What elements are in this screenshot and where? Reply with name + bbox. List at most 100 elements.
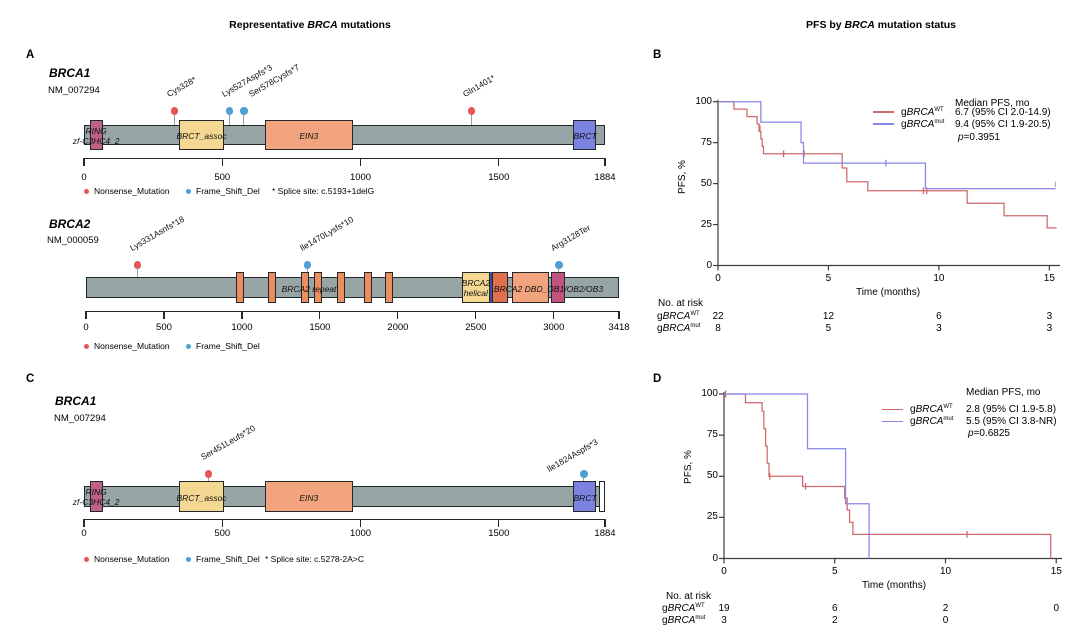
lollipop-dot-Lys527Aspfs*3 (225, 107, 234, 115)
left-column-title: Representative BRCA mutations (229, 19, 391, 31)
protein-axis-tick (604, 518, 606, 527)
km-risk-count: 6 (936, 310, 942, 322)
domain-box-RING (89, 120, 104, 150)
km-legend-swatch (873, 111, 894, 113)
km-x-tick-label: 5 (831, 565, 838, 577)
km-curve-WT (718, 101, 1057, 229)
km-xlabel-B: Time (months) (855, 287, 921, 298)
km-x-tick-label: 0 (715, 272, 721, 284)
km-curve-mut (718, 101, 1056, 190)
km-legend-swatch (873, 123, 894, 125)
km-risk-count: 3 (1046, 323, 1053, 334)
series-prefix: g (662, 603, 668, 614)
protein-axis-tick-label: 500 (214, 172, 231, 183)
protein-axis-tick-label: 1884 (594, 528, 616, 539)
domain-label: BRCA2 repeat (281, 283, 337, 294)
domain-box-BRCT (573, 120, 596, 150)
lollipop-stick (470, 111, 472, 125)
km-legend-series-label: gBRCAmut (910, 416, 953, 427)
title-text-post: mutation status (874, 19, 956, 31)
pvalue-p-italic: p (968, 427, 974, 439)
lollipop-dot-Ser451Leufs*20 (204, 470, 213, 478)
legend-label-Nonsense_Mutation: Nonsense_Mutation (94, 186, 170, 196)
domain-label: BRCA2 DBD_OB1/OB2/OB3 (493, 283, 604, 294)
domain-label: RING (85, 125, 107, 136)
title-gene-italic: BRCA (307, 19, 338, 31)
domain-box-blank (551, 272, 566, 303)
protein-axis-tick-label: 1000 (231, 322, 253, 333)
km-curve-mut (724, 393, 870, 559)
title-text-pre: PFS by (806, 19, 845, 31)
legend-label-Nonsense_Mutation: Nonsense_Mutation (94, 554, 170, 564)
km-x-tick-label: 10 (939, 565, 952, 577)
km-y-tick-label: 100 (695, 95, 712, 107)
lollipop-dot-Arg3128Ter (555, 261, 563, 269)
km-risk-header-B: No. at risk (658, 297, 704, 309)
protein-axis-tick-label: 1500 (488, 172, 510, 183)
series-gene-italic: BRCA (662, 310, 691, 322)
km-legend-series-label: gBRCAmut (901, 119, 944, 130)
km-risk-count: 6 (831, 603, 838, 614)
protein-axis-tick-label: 1884 (594, 172, 616, 183)
protein-axis-tick (83, 518, 85, 527)
protein-axis-tick (498, 158, 500, 166)
protein-axis-tick (475, 310, 477, 319)
series-gene-italic: BRCA (662, 323, 691, 334)
km-risk-count: 0 (942, 615, 949, 626)
series-gene-italic: BRCA (667, 615, 696, 626)
domain-box-BRCA2 repeat (384, 272, 393, 303)
series-prefix: g (662, 615, 668, 626)
domain-box-BRCT_assoc (179, 120, 224, 150)
protein-axis-tick (397, 310, 399, 319)
domain-label: zf-C3HC4_2 (72, 497, 120, 507)
protein-axis-tick-label: 1500 (309, 322, 331, 333)
km-y-tick-label: 50 (706, 470, 718, 482)
km-risk-count: 2 (942, 603, 949, 614)
series-gene-italic: BRCA (667, 603, 696, 614)
km-y-tick-label: 25 (700, 218, 712, 230)
panel-letter-C: C (26, 373, 35, 385)
km-risk-row-label: gBRCAmut (662, 615, 705, 626)
km-legend-median-value: 5.5 (95% CI 3.8-NR) (966, 416, 1057, 427)
protein-axis-tick (553, 310, 555, 319)
splice-note-A1: * Splice site: c.5193+1delG (272, 186, 375, 196)
protein-axis-C (84, 518, 605, 520)
legend-dot-Nonsense_Mutation (83, 557, 89, 562)
protein-axis-tick-label: 0 (83, 322, 89, 333)
transcript-C: NM_007294 (54, 413, 106, 424)
km-risk-count: 19 (718, 603, 730, 614)
domain-label: BRCT_assoc (176, 131, 227, 141)
km-legend-series-label: gBRCAWT (910, 404, 953, 415)
protein-axis-tick-label: 0 (81, 528, 87, 539)
lollipop-dot-Gln1401* (467, 107, 476, 115)
km-risk-count: 3 (1046, 310, 1053, 322)
lollipop-dot-Cys328* (170, 107, 179, 115)
km-legend-median-value: 6.7 (95% CI 2.0-14.9) (955, 106, 1051, 118)
km-risk-count: 5 (825, 323, 832, 334)
lollipop-dot-Ile1470Lysfs*10 (303, 261, 312, 269)
km-x-tick-label: 15 (1050, 565, 1062, 577)
km-risk-count: 3 (721, 615, 727, 626)
km-risk-count: 0 (1053, 603, 1060, 614)
domain-box-blank (490, 272, 493, 303)
protein-axis-tick-label: 1000 (349, 528, 372, 539)
domain-label: helical (463, 288, 488, 298)
lollipop-stick (137, 265, 139, 277)
domain-box-BRCA2 repeat (363, 272, 372, 303)
gene-title-A1: BRCA1 (49, 66, 91, 80)
km-legend-header-B: Median PFS, mo (955, 98, 1030, 109)
domain-box-BRCA2 repeat (300, 272, 309, 303)
protein-axis-tick (241, 310, 243, 319)
legend-dot-Nonsense_Mutation (83, 343, 89, 349)
protein-axis-tick-label: 2000 (387, 322, 409, 333)
lollipop-dot-Ile1824Aspfs*3 (580, 470, 588, 478)
km-y-tick-label: 75 (700, 136, 712, 148)
protein-axis-A1 (84, 158, 605, 160)
legend-label-Frame_Shift_Del: Frame_Shift_Del (196, 340, 260, 351)
km-risk-header-D: No. at risk (666, 591, 712, 602)
km-x-tick-label: 15 (1043, 272, 1055, 284)
protein-axis-tick (85, 310, 87, 319)
km-pvalue-B: p=0.3951 (958, 131, 1000, 143)
